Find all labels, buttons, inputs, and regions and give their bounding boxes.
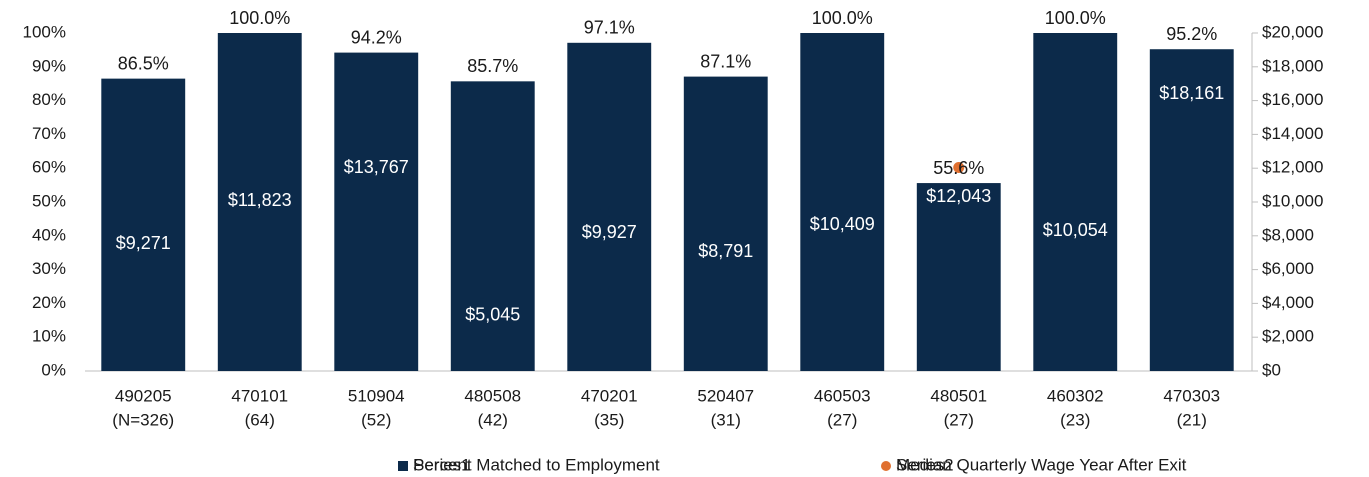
bar (1149, 49, 1234, 371)
bar-value-label: 94.2% (351, 27, 402, 47)
x-tick-label: (21) (1177, 410, 1207, 429)
x-tick-label: 460302 (1047, 386, 1104, 405)
bar (450, 81, 535, 372)
legend-marker (881, 461, 891, 471)
y2-tick-label: $18,000 (1262, 56, 1323, 75)
y-tick-label: 70% (32, 124, 66, 143)
dot-value-label: $18,161 (1159, 83, 1224, 103)
y2-tick-label: $16,000 (1262, 90, 1323, 109)
y-tick-label: 90% (32, 56, 66, 75)
legend-label: Series2 (896, 455, 954, 474)
bar (567, 42, 652, 371)
x-tick-label: 480508 (464, 386, 521, 405)
y2-tick-label: $20,000 (1262, 22, 1323, 41)
bar-value-label: 100.0% (229, 8, 290, 28)
x-tick-label: (27) (944, 410, 974, 429)
y2-tick-label: $6,000 (1262, 259, 1314, 278)
bar-value-label: 97.1% (584, 18, 635, 38)
x-tick-label: 480501 (930, 386, 987, 405)
x-tick-label: 470201 (581, 386, 638, 405)
x-tick-label: 520407 (697, 386, 754, 405)
y-tick-label: 40% (32, 225, 66, 244)
y-tick-label: 100% (23, 22, 66, 41)
x-tick-label: (27) (827, 410, 857, 429)
y2-tick-label: $10,000 (1262, 191, 1323, 210)
bar (217, 33, 302, 371)
dot-value-label: $5,045 (465, 304, 520, 324)
y2-tick-label: $14,000 (1262, 124, 1323, 143)
x-tick-label: (35) (594, 410, 624, 429)
bar-value-label: 55.6% (933, 158, 984, 178)
y-tick-label: 60% (32, 158, 66, 177)
dot-value-label: $13,767 (344, 157, 409, 177)
y2-tick-label: $12,000 (1262, 158, 1323, 177)
dot-value-label: $12,043 (926, 186, 991, 206)
y-tick-label: 0% (41, 360, 66, 379)
y-tick-label: 80% (32, 90, 66, 109)
dot-value-label: $9,927 (582, 222, 637, 242)
dot-value-label: $11,823 (228, 190, 292, 210)
x-tick-label: (64) (245, 410, 275, 429)
y-tick-label: 20% (32, 293, 66, 312)
bar (101, 78, 186, 371)
legend-label: Series1 (413, 455, 471, 474)
dot-value-label: $9,271 (116, 233, 171, 253)
dot-value-label: $8,791 (698, 241, 753, 261)
bar (683, 76, 768, 372)
x-tick-label: 460503 (814, 386, 871, 405)
bar-value-label: 100.0% (812, 8, 873, 28)
bar-value-label: 100.0% (1045, 8, 1106, 28)
bar-value-label: 95.2% (1166, 24, 1217, 44)
bar (1033, 33, 1118, 371)
bar (334, 52, 419, 371)
dot (953, 161, 965, 173)
y-tick-label: 10% (32, 327, 66, 346)
x-tick-label: 490205 (115, 386, 172, 405)
bar-value-label: 87.1% (700, 51, 751, 71)
bar (800, 33, 885, 371)
x-tick-label: (23) (1060, 410, 1090, 429)
x-tick-label: (42) (478, 410, 508, 429)
x-tick-label: (52) (361, 410, 391, 429)
y2-tick-label: $8,000 (1262, 225, 1314, 244)
x-tick-label: 470101 (231, 386, 288, 405)
x-tick-label: (31) (711, 410, 741, 429)
x-tick-label: (N=326) (112, 410, 174, 429)
y-tick-label: 30% (32, 259, 66, 278)
dot-value-label: $10,054 (1043, 220, 1108, 240)
bar (916, 183, 1001, 371)
x-tick-label: 470303 (1163, 386, 1220, 405)
y2-tick-label: $4,000 (1262, 293, 1314, 312)
x-tick-label: 510904 (348, 386, 405, 405)
legend-label: Median Quarterly Wage Year After Exit (896, 455, 1187, 474)
bar-value-label: 85.7% (467, 56, 518, 76)
y-tick-label: 50% (32, 191, 66, 210)
y2-tick-label: $0 (1262, 360, 1281, 379)
legend-label: Percent Matched to Employment (413, 455, 660, 474)
bar-value-label: 86.5% (118, 53, 169, 73)
y2-tick-label: $2,000 (1262, 327, 1314, 346)
dot-value-label: $10,409 (810, 214, 875, 234)
legend-marker (398, 461, 408, 471)
